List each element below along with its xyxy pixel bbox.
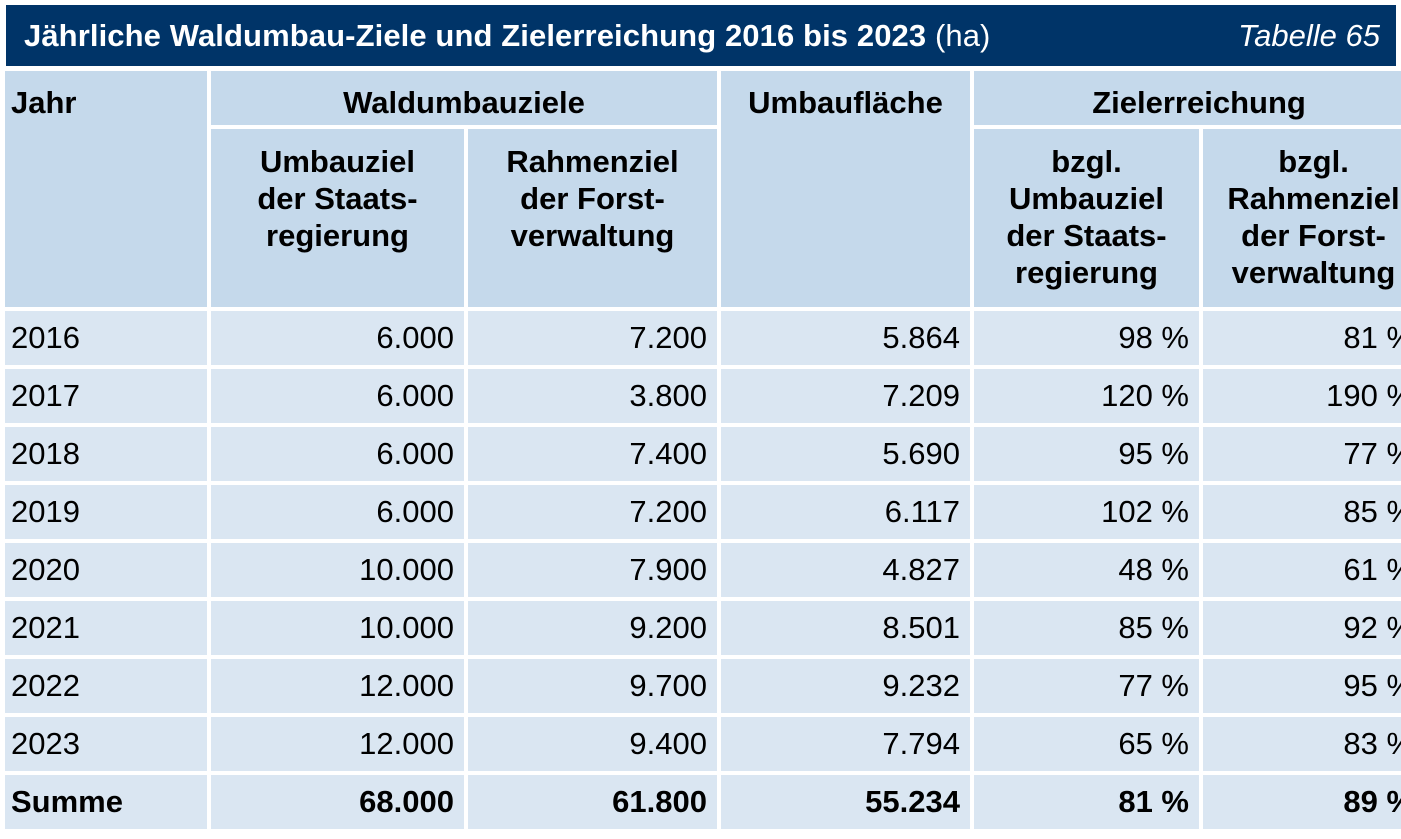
cell-rahmenziel: 9.400 [468, 717, 717, 771]
cell-erreichung-rahmen: 95 % [1203, 659, 1401, 713]
cell-erreichung-rahmen: 85 % [1203, 485, 1401, 539]
cell-jahr: 2021 [5, 601, 207, 655]
cell-jahr: 2019 [5, 485, 207, 539]
table-unit: (ha) [934, 17, 991, 53]
cell-umbauziel: 6.000 [211, 427, 464, 481]
header-line: bzgl. [1278, 144, 1349, 179]
cell-umbauziel: 6.000 [211, 311, 464, 365]
table-row: 2016 6.000 7.200 5.864 98 % 81 % [5, 311, 1401, 365]
header-rahmenziel: Rahmenziel der Forst- verwaltung [468, 129, 717, 307]
cell-jahr: 2020 [5, 543, 207, 597]
cell-umbauziel: 10.000 [211, 543, 464, 597]
table-title-text: Jährliche Waldumbau-Ziele und Zielerreic… [24, 17, 927, 53]
table-row: 2023 12.000 9.400 7.794 65 % 83 % [5, 717, 1401, 771]
cell-rahmenziel: 7.200 [468, 311, 717, 365]
cell-summe-rahmenziel: 61.800 [468, 775, 717, 829]
table-title: Jährliche Waldumbau-Ziele und Zielerreic… [24, 18, 990, 54]
cell-erreichung-umbau: 98 % [974, 311, 1199, 365]
table-row: 2021 10.000 9.200 8.501 85 % 92 % [5, 601, 1401, 655]
cell-erreichung-umbau: 95 % [974, 427, 1199, 481]
cell-umbauflaeche: 5.864 [721, 311, 970, 365]
header-line: Umbauziel [1008, 181, 1165, 216]
cell-erreichung-umbau: 85 % [974, 601, 1199, 655]
header-line: der Staats- [1006, 218, 1167, 253]
header-jahr: Jahr [5, 71, 207, 307]
cell-rahmenziel: 7.200 [468, 485, 717, 539]
header-line: verwaltung [1231, 255, 1396, 290]
data-table: Jahr Waldumbauziele Umbaufläche Zielerre… [1, 67, 1401, 833]
cell-summe-erreichung-umbau: 81 % [974, 775, 1199, 829]
header-waldumbauziele: Waldumbauziele [211, 71, 717, 125]
cell-erreichung-umbau: 77 % [974, 659, 1199, 713]
cell-rahmenziel: 9.200 [468, 601, 717, 655]
header-line: Rahmenziel [506, 144, 679, 179]
cell-umbauziel: 12.000 [211, 659, 464, 713]
header-line: Rahmenziel [1227, 181, 1400, 216]
table-row: 2017 6.000 3.800 7.209 120 % 190 % [5, 369, 1401, 423]
header-line: regierung [1015, 255, 1158, 290]
cell-jahr: 2016 [5, 311, 207, 365]
cell-erreichung-umbau: 48 % [974, 543, 1199, 597]
cell-erreichung-rahmen: 92 % [1203, 601, 1401, 655]
cell-umbauziel: 6.000 [211, 485, 464, 539]
table-row: 2019 6.000 7.200 6.117 102 % 85 % [5, 485, 1401, 539]
cell-umbauflaeche: 6.117 [721, 485, 970, 539]
header-bzgl-umbauziel: bzgl. Umbauziel der Staats- regierung [974, 129, 1199, 307]
cell-umbauziel: 10.000 [211, 601, 464, 655]
header-line: bzgl. [1051, 144, 1122, 179]
cell-erreichung-umbau: 120 % [974, 369, 1199, 423]
cell-rahmenziel: 3.800 [468, 369, 717, 423]
cell-erreichung-rahmen: 81 % [1203, 311, 1401, 365]
cell-umbauflaeche: 8.501 [721, 601, 970, 655]
cell-jahr: 2023 [5, 717, 207, 771]
cell-rahmenziel: 7.900 [468, 543, 717, 597]
cell-umbauflaeche: 4.827 [721, 543, 970, 597]
header-umbauziel: Umbauziel der Staats- regierung [211, 129, 464, 307]
cell-erreichung-rahmen: 190 % [1203, 369, 1401, 423]
cell-erreichung-umbau: 102 % [974, 485, 1199, 539]
table-row: 2018 6.000 7.400 5.690 95 % 77 % [5, 427, 1401, 481]
cell-umbauflaeche: 7.209 [721, 369, 970, 423]
header-line: verwaltung [510, 218, 675, 253]
cell-erreichung-rahmen: 77 % [1203, 427, 1401, 481]
cell-jahr: 2017 [5, 369, 207, 423]
header-zielerreichung: Zielerreichung [974, 71, 1401, 125]
cell-summe-label: Summe [5, 775, 207, 829]
cell-umbauflaeche: 7.794 [721, 717, 970, 771]
cell-rahmenziel: 7.400 [468, 427, 717, 481]
header-bzgl-rahmenziel: bzgl. Rahmenziel der Forst- verwaltung [1203, 129, 1401, 307]
table-row: 2022 12.000 9.700 9.232 77 % 95 % [5, 659, 1401, 713]
cell-summe-umbauflaeche: 55.234 [721, 775, 970, 829]
cell-summe-erreichung-rahmen: 89 % [1203, 775, 1401, 829]
cell-erreichung-rahmen: 83 % [1203, 717, 1401, 771]
table-number: Tabelle 65 [1238, 17, 1380, 53]
header-line: Umbauziel [259, 144, 416, 179]
header-line: der Staats- [257, 181, 418, 216]
cell-erreichung-umbau: 65 % [974, 717, 1199, 771]
cell-erreichung-rahmen: 61 % [1203, 543, 1401, 597]
header-line: der Forst- [1241, 218, 1386, 253]
table-row: 2020 10.000 7.900 4.827 48 % 61 % [5, 543, 1401, 597]
cell-umbauflaeche: 9.232 [721, 659, 970, 713]
cell-jahr: 2018 [5, 427, 207, 481]
cell-umbauflaeche: 5.690 [721, 427, 970, 481]
cell-rahmenziel: 9.700 [468, 659, 717, 713]
cell-umbauziel: 12.000 [211, 717, 464, 771]
cell-summe-umbauziel: 68.000 [211, 775, 464, 829]
header-line: der Forst- [520, 181, 665, 216]
header-line: regierung [266, 218, 409, 253]
summary-row: Summe 68.000 61.800 55.234 81 % 89 % [5, 775, 1401, 829]
cell-umbauziel: 6.000 [211, 369, 464, 423]
header-umbauflaeche: Umbaufläche [721, 71, 970, 307]
table-title-bar: Jährliche Waldumbau-Ziele und Zielerreic… [6, 5, 1396, 66]
cell-jahr: 2022 [5, 659, 207, 713]
